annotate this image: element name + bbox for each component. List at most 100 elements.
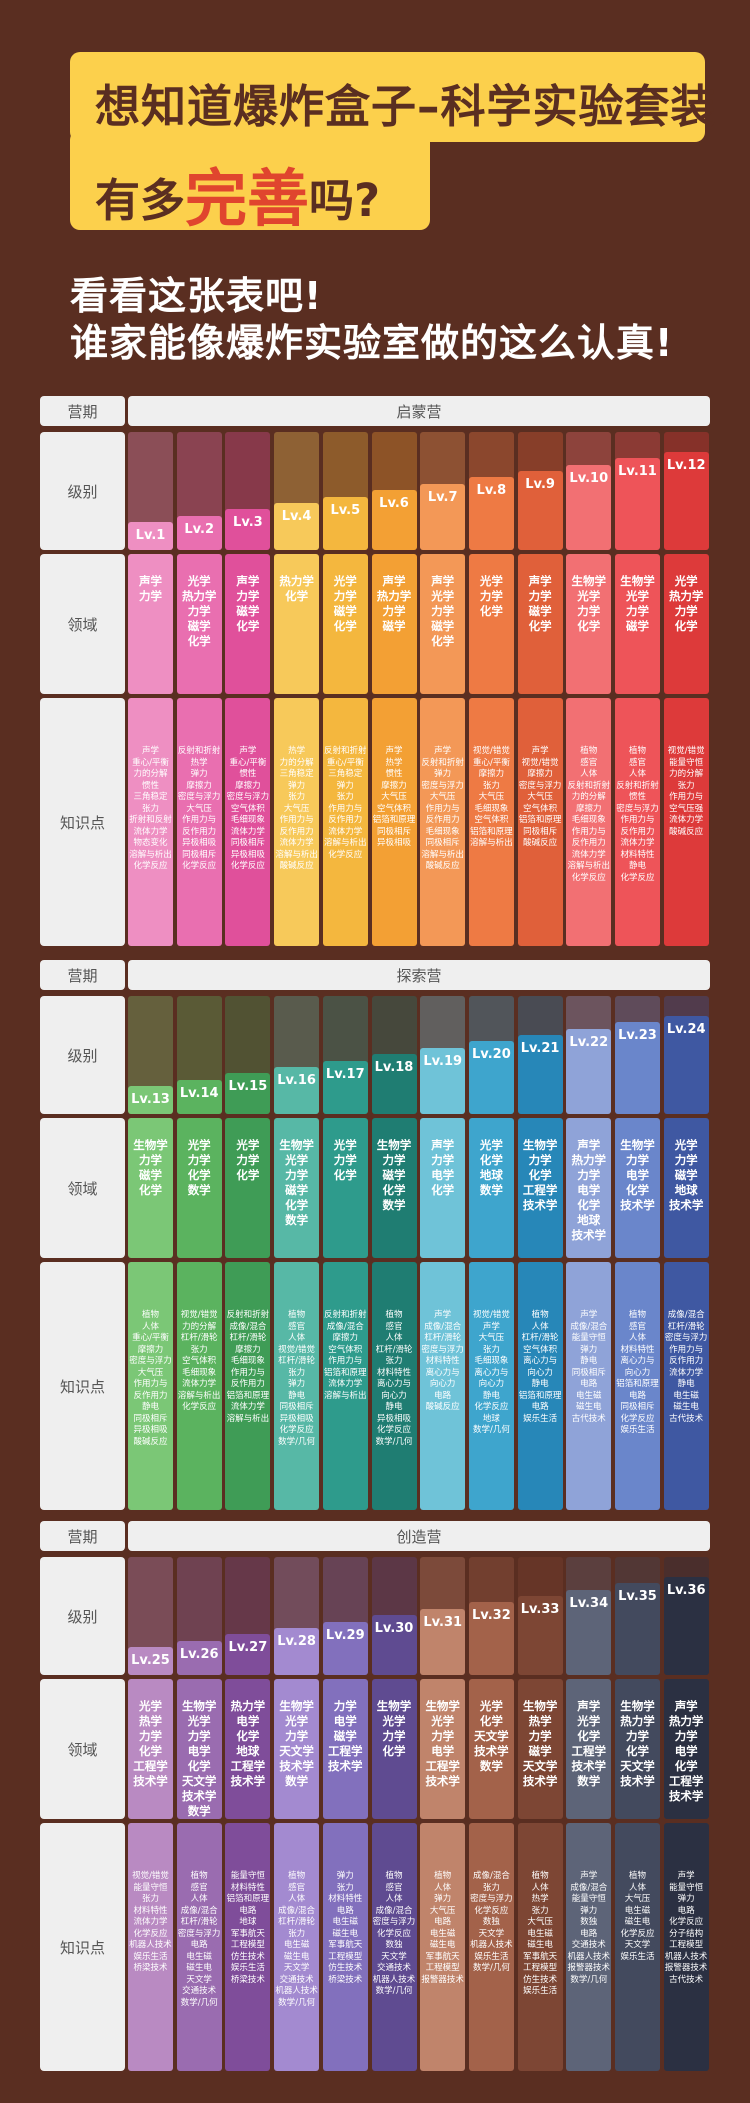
domain-item: 地球	[577, 1213, 601, 1227]
knowledge-item: 铝箔和原理	[372, 815, 416, 825]
level-badge: Lv.4	[274, 503, 320, 550]
knowledge-item: 力的分解	[279, 757, 314, 768]
domain-item: 技术学	[328, 1759, 363, 1773]
knowledge-item: 空气体积	[376, 803, 411, 814]
knowledge-item: 溶解与析出	[129, 849, 172, 860]
domain-item: 化学	[479, 1153, 503, 1167]
knowledge-item: 张力	[141, 1894, 159, 1904]
knowledge-item: 大气压	[527, 792, 553, 802]
knowledge-item: 古代技术	[669, 1413, 704, 1424]
knowledge-item: 电生磁	[186, 1951, 212, 1962]
domain-label: 领域	[40, 1679, 125, 1819]
level-column: Lv.17	[322, 996, 368, 1114]
knowledge-item: 人体	[434, 1882, 452, 1893]
knowledge-item: 张力	[482, 1882, 500, 1893]
subtitle-line1: 看看这张表吧!	[70, 274, 323, 318]
knowledge-item: 毛细现象	[230, 1356, 265, 1366]
domain-item: 热力学	[279, 574, 314, 588]
domain-item: 地球	[479, 1168, 503, 1182]
knowledge-item: 化学反应	[182, 1402, 217, 1412]
knowledge-item: 机器人技术	[129, 1940, 172, 1950]
domain-cell: 声学 光学 化学 工程学 技术学 数学	[566, 1679, 612, 1819]
level-badge: Lv.16	[274, 1067, 320, 1114]
knowledge-item: 溶解与析出	[275, 849, 318, 860]
level-column: Lv.10	[566, 432, 612, 550]
knowledge-item: 弹力	[288, 1379, 306, 1389]
headline-banner	[70, 52, 705, 142]
domain-item: 光学	[674, 1138, 698, 1152]
knowledge-cell: 植物 感官 人体 反射和折射 力的分解 摩擦力 毛细现象 作用力与 反作用力 流体力学 溶解与析出化…	[566, 698, 612, 946]
domain-item: 力学	[626, 1153, 649, 1167]
knowledge-item: 感官	[288, 1321, 306, 1332]
knowledge-item: 铝箔和原理	[226, 1894, 270, 1904]
knowledge-item: 同极相斥	[230, 838, 265, 848]
domain-cell: 光学 力学 化学 数学	[176, 1118, 222, 1258]
knowledge-item: 杠杆/滑轮	[667, 1321, 705, 1332]
domain-item: 力学	[382, 1729, 406, 1743]
knowledge-item: 弹力	[580, 1905, 598, 1916]
knowledge-item: 数学/几何	[570, 1974, 608, 1985]
knowledge-item: 反作用力	[230, 1379, 265, 1389]
domain-item: 化学	[187, 1759, 211, 1773]
knowledge-item: 视觉/错觉	[278, 1344, 316, 1355]
knowledge-item: 静电	[141, 1402, 159, 1412]
domain-item: 技术学	[668, 1198, 704, 1212]
knowledge-item: 磁生电	[624, 1917, 651, 1927]
knowledge-item: 离心力与	[523, 1356, 558, 1366]
knowledge-item: 化学反应	[230, 861, 265, 871]
knowledge-item: 声学	[434, 746, 452, 756]
domain-item: 工程学	[571, 1744, 607, 1758]
knowledge-item: 反作用力	[328, 815, 363, 825]
knowledge-item: 娱乐生活	[230, 1963, 265, 1973]
knowledge-item: 热学	[190, 757, 208, 768]
knowledge-item: 化学反应	[620, 872, 655, 883]
knowledge-item: 军事航天	[230, 1928, 265, 1939]
knowledge-item: 声学	[677, 1871, 695, 1881]
level-column: Lv.31	[420, 1557, 466, 1675]
knowledge-item: 娱乐生活	[523, 1413, 558, 1424]
knowledge-item: 声学	[531, 746, 549, 756]
knowledge-item: 电路	[434, 1390, 452, 1401]
knowledge-item: 反射和折射	[226, 1310, 270, 1320]
level-badge: Lv.22	[566, 1029, 612, 1114]
domain-item: 光学	[139, 1699, 162, 1713]
knowledge-item: 成像/混合	[375, 1905, 413, 1916]
knowledge-item: 能量守恒	[230, 1871, 265, 1881]
domain-cell: 声学 力学 磁学 化学	[225, 554, 271, 694]
knowledge-cell: 植物 人体 大气压 电生磁 磁生电 化学反应 天文学 娱乐生活	[615, 1823, 660, 2071]
domain-item: 化学	[285, 1198, 309, 1212]
knowledge-cell: 声学 成像/混合 能量守恒 弹力 数独 电路 交通技术 机器人技术 报警器技术 数学/几何	[566, 1823, 612, 2071]
level-column: Lv.12	[663, 432, 709, 550]
knowledge-item: 大气压	[527, 1917, 553, 1927]
domain-item: 力学	[285, 1729, 309, 1743]
knowledge-item: 反射和折射	[567, 780, 611, 791]
knowledge-item: 铝箔和原理	[226, 1390, 270, 1401]
domain-item: 技术学	[181, 1789, 217, 1803]
knowledge-item: 离心力与	[425, 1367, 460, 1378]
knowledge-item: 异极相吸	[182, 838, 217, 848]
domain-item: 光学	[236, 1138, 260, 1152]
knowledge-item: 化学反应	[182, 861, 217, 871]
domain-item: 磁学	[236, 604, 260, 618]
domain-cell: 生物学 光学 力学 电学 化学 天文学 技术学 数学	[176, 1679, 222, 1819]
knowledge-item: 流体力学	[669, 1367, 704, 1378]
knowledge-item: 摩擦力	[235, 780, 261, 791]
knowledge-item: 成像/混合	[570, 1882, 608, 1893]
domain-item: 光学	[187, 574, 211, 588]
knowledge-item: 重心/平衡	[326, 757, 364, 768]
domain-item: 声学	[674, 1699, 698, 1713]
domain-item: 力学	[528, 589, 552, 603]
knowledge-cell: 成像/混合 张力 密度与浮力 化学反应 数独 天文学 机器人技术 娱乐生活 数学/几何	[468, 1823, 514, 2071]
knowledge-label: 知识点	[40, 698, 125, 946]
knowledge-item: 人体	[628, 1333, 646, 1343]
domain-item: 力学	[333, 1699, 357, 1713]
domain-item: 化学	[236, 1168, 260, 1182]
domain-item: 数学	[479, 1183, 503, 1197]
headline-line2-post: 吗?	[309, 174, 381, 227]
knowledge-item: 植物	[628, 1310, 646, 1320]
knowledge-item: 地球	[482, 1413, 500, 1424]
level-badge: Lv.5	[322, 497, 368, 550]
domain-item: 生物学	[522, 1699, 558, 1713]
knowledge-item: 电生磁	[429, 1928, 456, 1939]
knowledge-item: 空气体积	[523, 1344, 558, 1355]
